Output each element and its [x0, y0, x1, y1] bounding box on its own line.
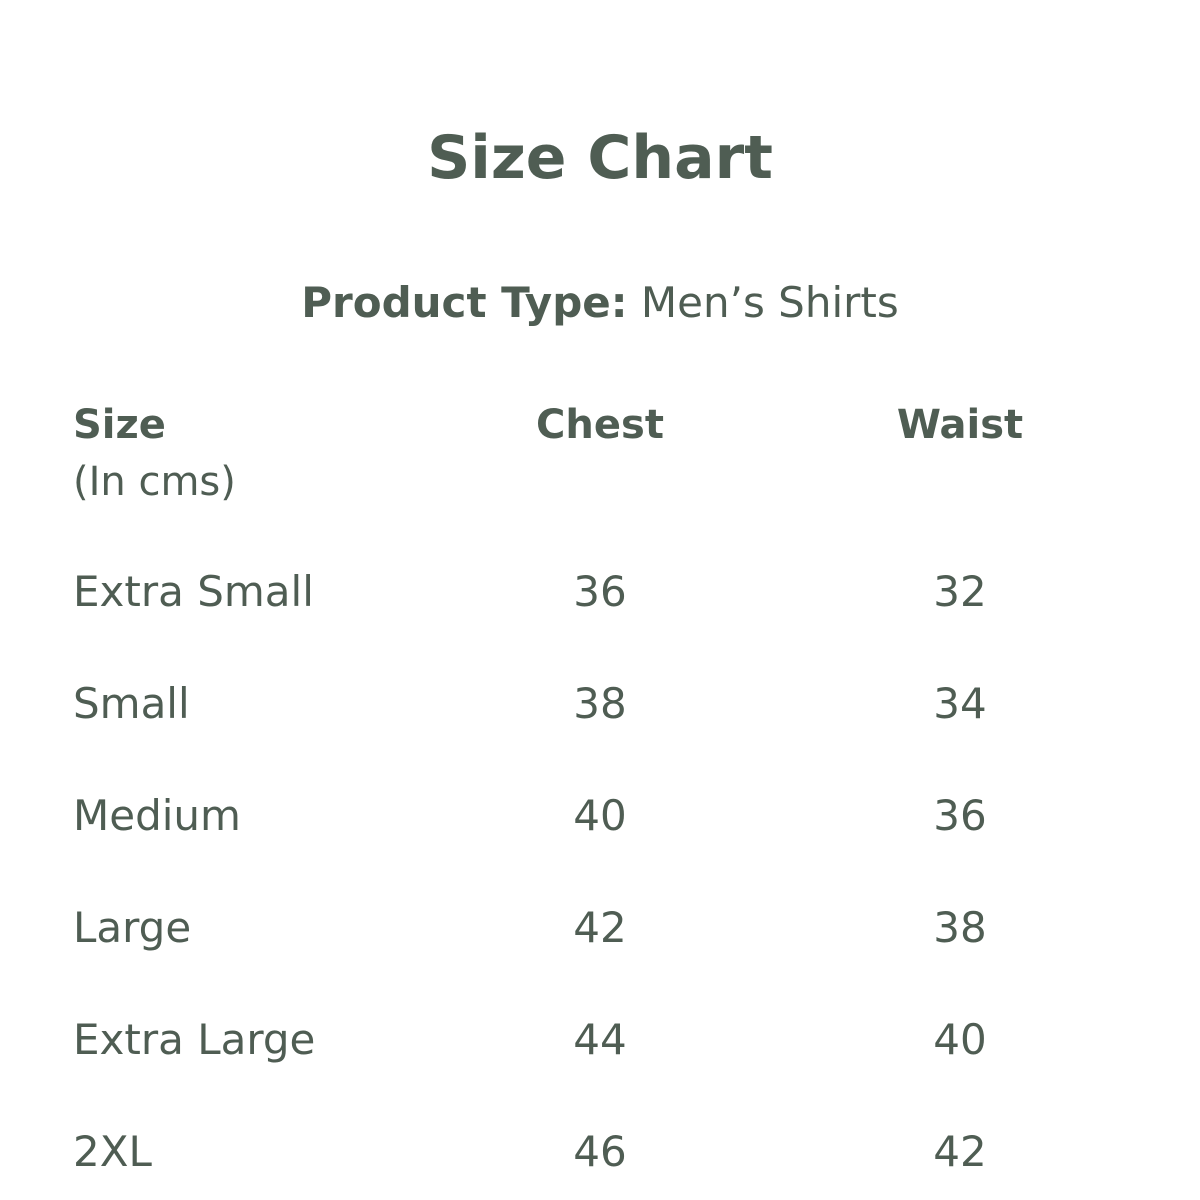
header-chest: Chest: [536, 402, 664, 448]
chest-cell: 40: [573, 791, 627, 840]
size-cell: Small: [73, 679, 190, 728]
waist-cell: 36: [933, 791, 987, 840]
table-row: Extra Large 44 40: [0, 1010, 1200, 1070]
size-cell: Extra Large: [73, 1015, 316, 1064]
waist-cell: 34: [933, 679, 987, 728]
product-type-label: Product Type:: [301, 278, 628, 327]
table-row: Medium 40 36: [0, 786, 1200, 846]
chest-cell: 46: [573, 1127, 627, 1176]
table-row: Large 42 38: [0, 898, 1200, 958]
table-row: 2XL 46 42: [0, 1122, 1200, 1182]
waist-cell: 42: [933, 1127, 987, 1176]
waist-cell: 32: [933, 567, 987, 616]
table-row: Extra Small 36 32: [0, 562, 1200, 622]
size-cell: Medium: [73, 791, 241, 840]
waist-cell: 40: [933, 1015, 987, 1064]
size-cell: Extra Small: [73, 567, 314, 616]
chest-cell: 42: [573, 903, 627, 952]
size-cell: Large: [73, 903, 192, 952]
size-cell: 2XL: [73, 1127, 152, 1176]
chest-cell: 38: [573, 679, 627, 728]
product-type-value: Men’s Shirts: [640, 278, 899, 327]
waist-cell: 38: [933, 903, 987, 952]
header-size-unit: (In cms): [73, 459, 236, 505]
header-waist: Waist: [896, 402, 1024, 448]
page-title: Size Chart: [427, 123, 773, 193]
header-size: Size: [73, 402, 166, 448]
chest-cell: 36: [573, 567, 627, 616]
product-type: Product Type: Men’s Shirts: [0, 282, 1200, 324]
chest-cell: 44: [573, 1015, 627, 1064]
table-row: Small 38 34: [0, 674, 1200, 734]
